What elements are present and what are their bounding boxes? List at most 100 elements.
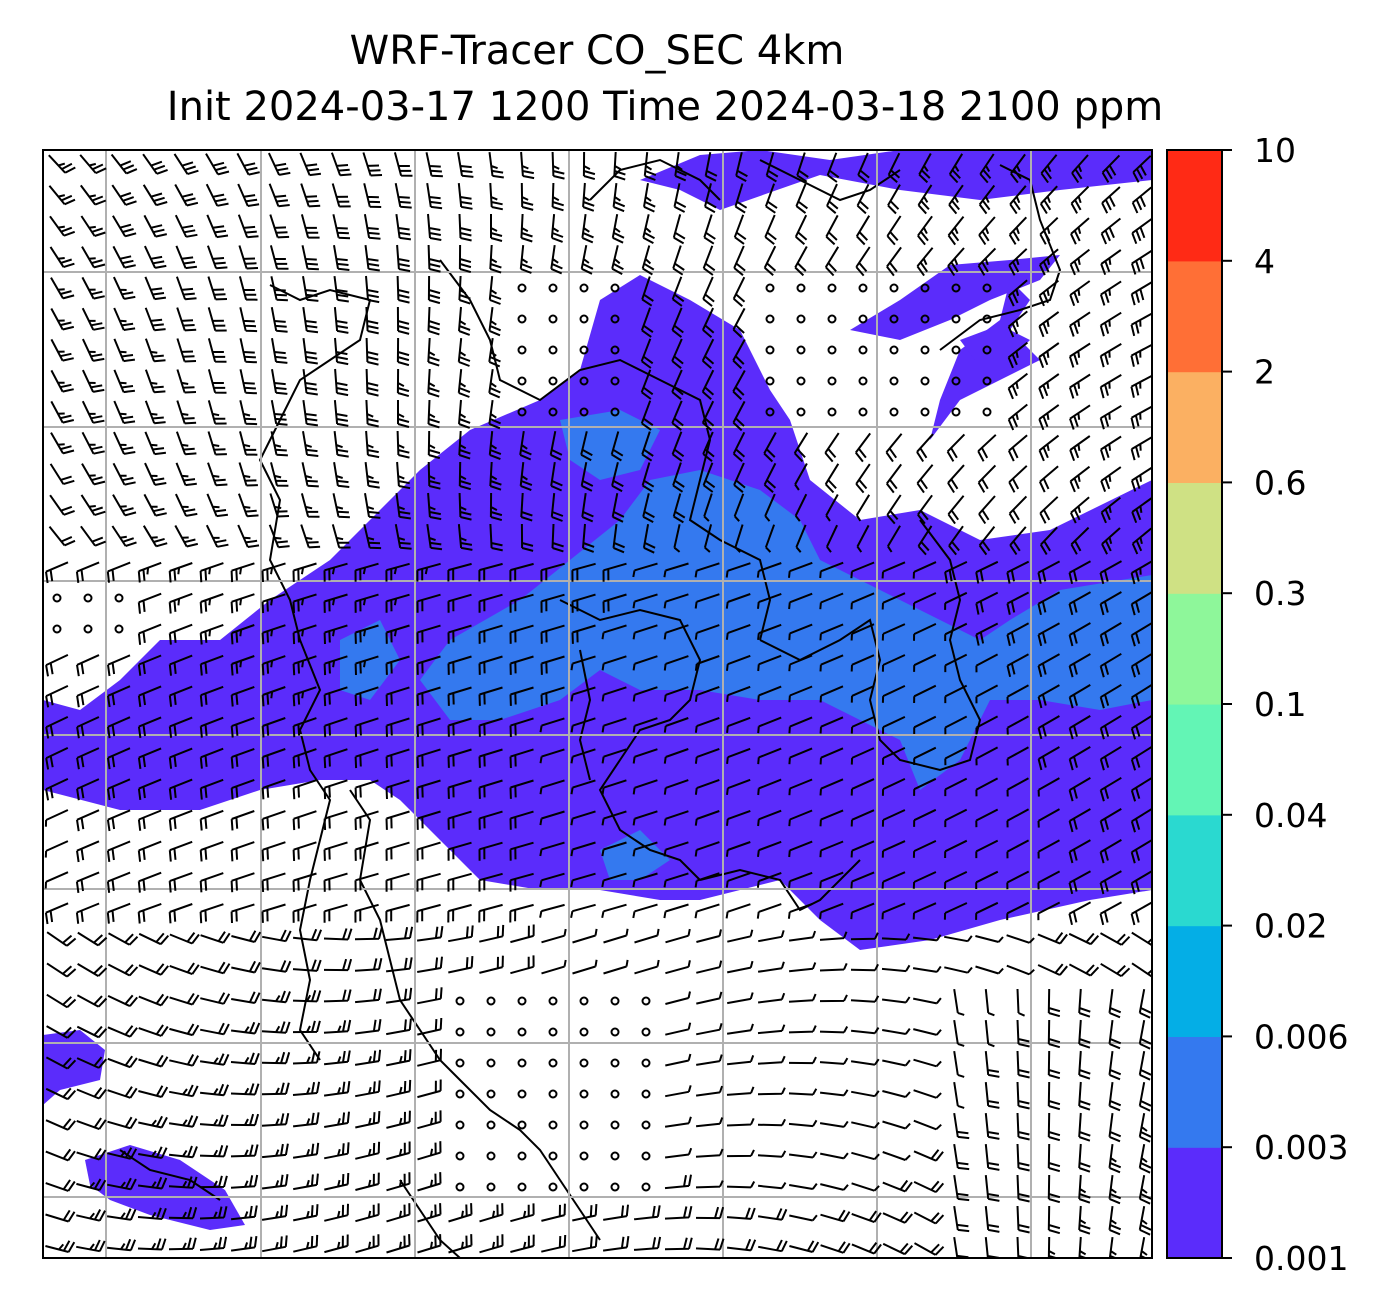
wind-barb-1015	[230, 1021, 261, 1035]
wind-barb-770	[447, 810, 472, 830]
wind-barb-368	[270, 462, 289, 487]
wind-barb-362	[81, 463, 106, 486]
wind-barb-215	[1099, 311, 1122, 337]
wind-barb-388	[886, 463, 902, 494]
wind-barb-495	[850, 561, 875, 579]
wind-barb-745	[788, 778, 813, 796]
wind-barb-338	[458, 430, 471, 460]
wind-barb-954	[572, 959, 598, 975]
wind-barb-273	[671, 369, 684, 400]
calm-marker-987	[486, 996, 496, 1006]
wind-barb-844	[509, 872, 534, 892]
wind-barb-643	[975, 684, 999, 704]
colorbar-tick-label-1: 0.001	[1254, 1239, 1348, 1278]
wind-barb-1081	[45, 1087, 77, 1101]
wind-barb-1113	[1047, 1081, 1061, 1111]
wind-barb-51	[489, 182, 504, 211]
wind-barb-346	[702, 431, 715, 462]
wind-barb-647	[1099, 683, 1122, 709]
wind-barb-260	[271, 369, 288, 395]
wind-barb-1223	[1108, 1174, 1122, 1205]
wind-barb-469	[45, 561, 69, 584]
wind-barb-910	[323, 928, 353, 941]
wind-barb-275	[732, 370, 746, 401]
wind-barb-405	[300, 493, 320, 518]
wind-barb-827	[1099, 839, 1122, 864]
wind-barb-1288	[882, 1242, 914, 1256]
wind-barb-166	[702, 276, 715, 307]
wind-barb-77	[174, 214, 198, 238]
calm-marker-199	[610, 314, 620, 324]
wind-barb-800	[261, 841, 286, 862]
wind-barb-394	[1069, 465, 1091, 493]
wind-barb-146	[81, 276, 105, 300]
wind-barb-428	[1008, 495, 1028, 524]
wind-barb-355	[977, 434, 997, 462]
calm-marker-1166	[455, 1151, 465, 1161]
calm-marker-1133	[548, 1120, 558, 1130]
wind-barb-600	[757, 654, 782, 672]
wind-barb-264	[396, 368, 410, 398]
wind-barb-292	[144, 400, 166, 425]
wind-barb-1215	[851, 1182, 880, 1192]
wind-barb-195	[488, 306, 501, 337]
wind-barb-459	[856, 524, 870, 553]
calm-marker-1167	[486, 1151, 496, 1161]
wind-barb-302	[458, 399, 471, 429]
wind-barb-1017	[292, 1020, 321, 1034]
wind-barb-637	[788, 685, 813, 703]
wind-barb-797	[168, 840, 193, 862]
wind-barb-691	[230, 747, 255, 769]
wind-barb-1114	[1078, 1081, 1091, 1111]
wind-barb-1009	[46, 1025, 77, 1039]
wind-barb-352	[885, 433, 903, 463]
wind-barb-594	[570, 655, 596, 671]
wind-barb-70	[1070, 185, 1090, 214]
wind-barbs	[44, 151, 1152, 1258]
wind-barb-84	[395, 213, 412, 241]
wind-barb-997	[788, 993, 817, 1003]
calm-marker-986	[455, 996, 465, 1006]
wind-barb-19	[613, 151, 626, 181]
wind-barb-882	[570, 903, 596, 918]
wind-barb-354	[946, 433, 966, 462]
wind-barb-1193	[168, 1176, 198, 1189]
wind-barb-73	[49, 215, 76, 237]
wind-barb-513	[292, 593, 317, 614]
wind-barb-328	[144, 431, 167, 456]
plume-region-6	[43, 1030, 105, 1105]
wind-barb-1054	[323, 1050, 351, 1066]
wind-barb-1057	[417, 1048, 442, 1067]
wind-barb-862	[1068, 870, 1091, 895]
wind-barb-461	[917, 525, 933, 556]
wind-barb-48	[394, 183, 412, 209]
wind-barb-131	[733, 245, 746, 276]
wind-barb-1263	[106, 1238, 137, 1252]
wind-barb-1290	[953, 1236, 969, 1258]
wind-barb-411	[489, 492, 503, 522]
wind-barb-69	[1039, 185, 1058, 215]
wind-barb-932	[1006, 934, 1035, 944]
wind-barb-1283	[726, 1238, 757, 1252]
wind-barb-324	[1130, 405, 1152, 430]
calm-marker-991	[610, 996, 620, 1006]
wind-barb-1227	[106, 1208, 137, 1221]
wind-barb-1014	[200, 1022, 230, 1036]
wind-barb-294	[207, 400, 227, 425]
calm-marker-163	[610, 283, 620, 293]
wind-barb-474	[199, 562, 224, 583]
wind-barb-887	[725, 903, 751, 919]
wind-barb-858	[944, 870, 968, 889]
wind-barb-970	[1068, 963, 1100, 977]
wind-barb-662	[447, 717, 472, 737]
wind-barb-62	[826, 183, 839, 214]
wind-barb-1282	[695, 1238, 725, 1251]
wind-barb-1274	[448, 1234, 473, 1254]
wind-barb-521	[540, 593, 565, 613]
calm-marker-235	[610, 345, 620, 355]
wind-barb-40	[142, 184, 168, 207]
wind-barb-851	[725, 872, 751, 888]
wind-barb-139	[977, 247, 997, 276]
wind-barb-136	[886, 246, 902, 277]
